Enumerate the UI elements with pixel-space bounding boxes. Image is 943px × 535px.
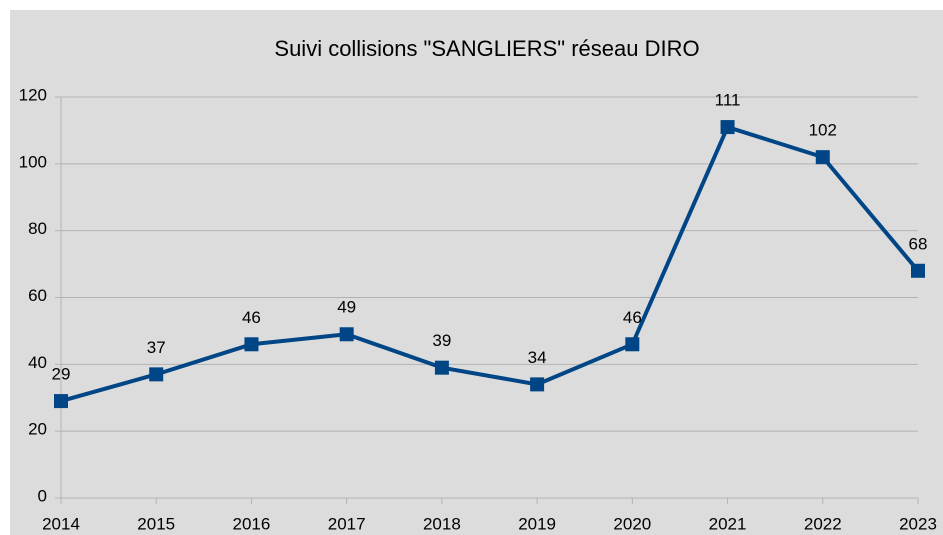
marker	[54, 394, 68, 409]
y-tick-label: 0	[38, 486, 47, 505]
y-tick-label: 120	[19, 85, 47, 104]
data-label: 68	[909, 234, 928, 253]
marker	[911, 263, 925, 278]
marker	[720, 120, 735, 135]
data-label: 102	[809, 121, 837, 140]
chart-background	[10, 10, 943, 535]
marker	[434, 360, 449, 375]
y-tick-label: 100	[19, 152, 47, 171]
y-tick-label: 40	[28, 353, 47, 372]
x-tick-label: 2015	[137, 514, 175, 533]
x-tick-label: 2022	[804, 514, 842, 533]
data-label: 46	[623, 308, 642, 327]
data-label: 39	[432, 331, 451, 350]
data-label: 29	[52, 365, 71, 384]
line	[60, 125, 920, 404]
marker	[244, 337, 259, 352]
x-tick-label: 2018	[423, 514, 461, 533]
x-tick-label: 2019	[518, 514, 556, 533]
x-tick-label: 2023	[899, 514, 937, 533]
marker	[530, 377, 545, 392]
y-tick-label: 80	[28, 219, 47, 238]
x-tick-label: 2021	[709, 514, 747, 533]
y-tick-label: 60	[28, 286, 47, 305]
x-tick-label: 2020	[613, 514, 651, 533]
chart-title: Suivi collisions "SANGLIERS" réseau DIRO	[274, 36, 699, 61]
data-label: 49	[337, 298, 356, 317]
marker	[149, 367, 164, 382]
data-label: 111	[715, 91, 741, 110]
data-label: 46	[242, 308, 261, 327]
marker	[625, 337, 640, 352]
x-tick-label: 2017	[328, 514, 366, 533]
marker	[815, 150, 830, 165]
y-tick-label: 20	[28, 420, 47, 439]
marker	[339, 327, 354, 342]
data-label: 37	[147, 338, 166, 357]
data-label: 34	[528, 348, 547, 367]
x-tick-label: 2016	[233, 514, 271, 533]
x-tick-label: 2014	[42, 514, 80, 533]
